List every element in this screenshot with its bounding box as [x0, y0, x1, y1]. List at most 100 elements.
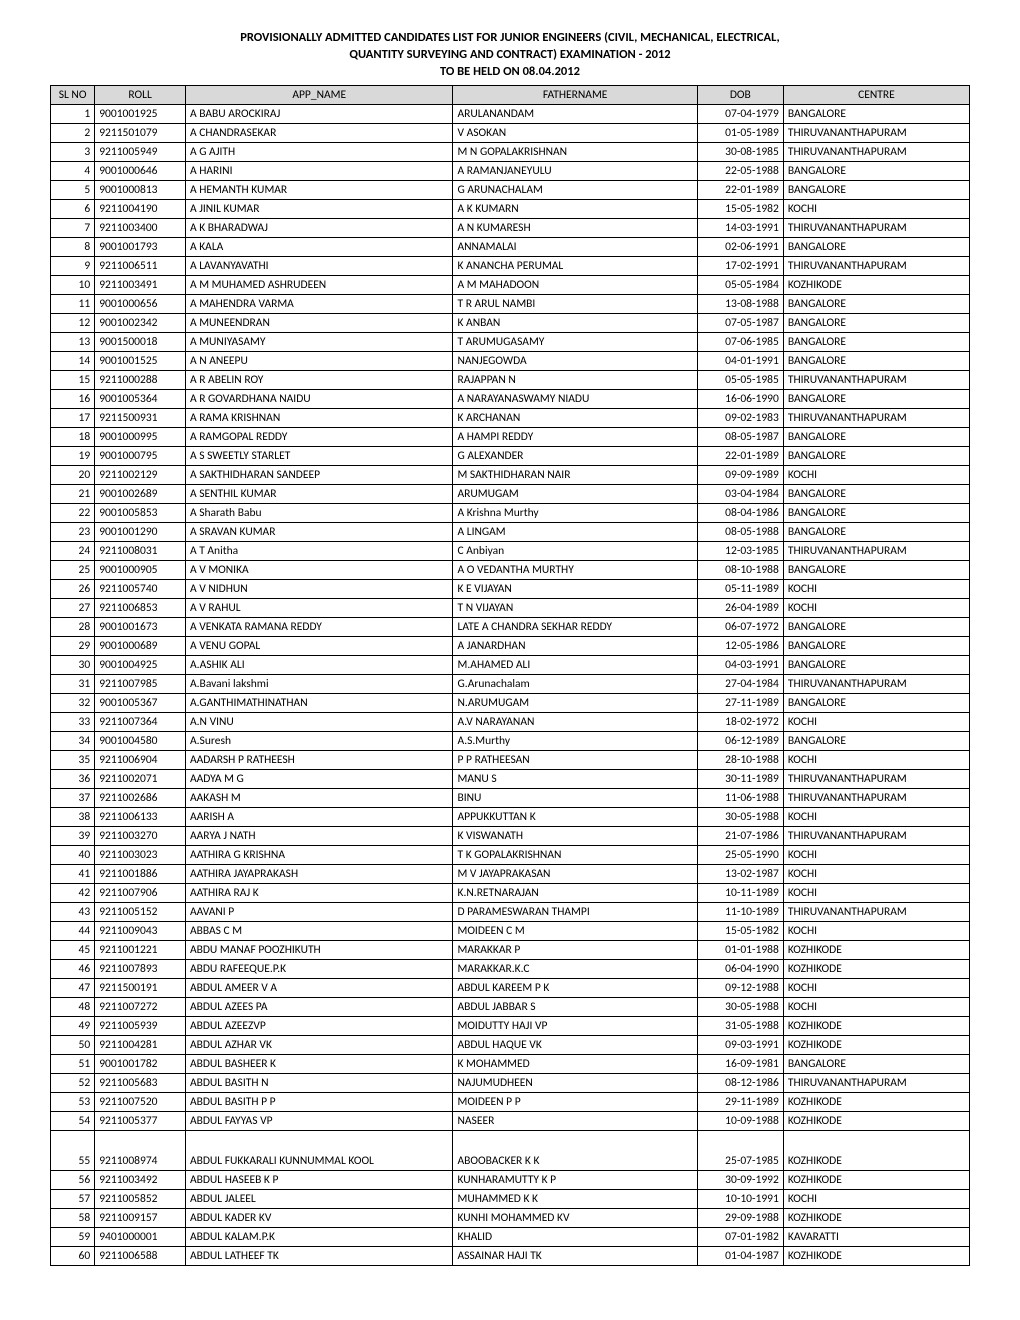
cell-roll: 9211004281 — [95, 1035, 186, 1054]
header-slno: SL NO — [51, 85, 95, 104]
cell-fathername: MOIDEEN C M — [453, 921, 697, 940]
table-row: 599401000001ABDUL KALAM.P.KKHALID07-01-1… — [51, 1227, 970, 1246]
cell-roll: 9211007272 — [95, 997, 186, 1016]
table-row: 269211005740A V NIDHUNK E VIJAYAN05-11-1… — [51, 579, 970, 598]
cell-fathername: A Krishna Murthy — [453, 503, 697, 522]
cell-dob: 07-06-1985 — [697, 332, 783, 351]
table-row: 59001000813A HEMANTH KUMARG ARUNACHALAM2… — [51, 180, 970, 199]
header-roll: ROLL — [95, 85, 186, 104]
cell-roll: 9211004190 — [95, 199, 186, 218]
cell-centre: KOZHIKODE — [783, 1016, 969, 1035]
cell-roll: 9211008031 — [95, 541, 186, 560]
cell-fathername: KUNHI MOHAMMED KV — [453, 1208, 697, 1227]
cell-roll: 9211500191 — [95, 978, 186, 997]
cell-centre: BANGALORE — [783, 104, 969, 123]
table-row: 309001004925A.ASHIK ALIM.AHAMED ALI04-03… — [51, 655, 970, 674]
cell-centre: BANGALORE — [783, 522, 969, 541]
cell-fathername: M V JAYAPRAKASAN — [453, 864, 697, 883]
cell-slno: 29 — [51, 636, 95, 655]
cell-centre: KOCHI — [783, 465, 969, 484]
table-row: 139001500018A MUNIYASAMYT ARUMUGASAMY07-… — [51, 332, 970, 351]
document-title: PROVISIONALLY ADMITTED CANDIDATES LIST F… — [50, 30, 970, 81]
cell-centre: KOZHIKODE — [783, 275, 969, 294]
cell-app-name: A S SWEETLY STARLET — [185, 446, 453, 465]
cell-dob: 10-10-1991 — [697, 1189, 783, 1208]
cell-slno: 18 — [51, 427, 95, 446]
cell-roll: 9211007893 — [95, 959, 186, 978]
cell-roll: 9211501079 — [95, 123, 186, 142]
cell-app-name: ABDUL HASEEB K P — [185, 1170, 453, 1189]
table-row: 39211005949A G AJITHM N GOPALAKRISHNAN30… — [51, 142, 970, 161]
cell-centre: BANGALORE — [783, 693, 969, 712]
cell-roll: 9211002129 — [95, 465, 186, 484]
cell-dob: 29-11-1989 — [697, 1092, 783, 1111]
cell-slno: 47 — [51, 978, 95, 997]
cell-app-name: A LAVANYAVATHI — [185, 256, 453, 275]
cell-dob: 10-11-1989 — [697, 883, 783, 902]
cell-slno: 14 — [51, 351, 95, 370]
cell-dob: 09-09-1989 — [697, 465, 783, 484]
cell-dob: 06-12-1989 — [697, 731, 783, 750]
cell-fathername: K ANANCHA PERUMAL — [453, 256, 697, 275]
cell-dob: 15-05-1982 — [697, 921, 783, 940]
cell-fathername: ANNAMALAI — [453, 237, 697, 256]
cell-centre: KOCHI — [783, 978, 969, 997]
table-row: 449211009043ABBAS C MMOIDEEN C M15-05-19… — [51, 921, 970, 940]
cell-fathername: ARUMUGAM — [453, 484, 697, 503]
cell-app-name: A T Anitha — [185, 541, 453, 560]
cell-centre: KAVARATTI — [783, 1227, 969, 1246]
cell-roll: 9001001673 — [95, 617, 186, 636]
table-row: 19001001925A BABU AROCKIRAJARULANANDAM07… — [51, 104, 970, 123]
table-row: 349001004580A.SureshA.S.Murthy06-12-1989… — [51, 731, 970, 750]
cell-fathername: KHALID — [453, 1227, 697, 1246]
cell-fathername: K ARCHANAN — [453, 408, 697, 427]
cell-roll: 9211002071 — [95, 769, 186, 788]
cell-centre: BANGALORE — [783, 655, 969, 674]
cell-fathername: ABDUL HAQUE VK — [453, 1035, 697, 1054]
cell-slno: 20 — [51, 465, 95, 484]
cell-roll: 9401000001 — [95, 1227, 186, 1246]
cell-app-name: AATHIRA JAYAPRAKASH — [185, 864, 453, 883]
cell-slno: 40 — [51, 845, 95, 864]
cell-dob: 07-01-1982 — [697, 1227, 783, 1246]
cell-dob: 05-05-1984 — [697, 275, 783, 294]
cell-roll: 9001004580 — [95, 731, 186, 750]
cell-centre: KOZHIKODE — [783, 959, 969, 978]
cell-roll: 9001005853 — [95, 503, 186, 522]
cell-dob: 08-12-1986 — [697, 1073, 783, 1092]
cell-roll: 9001000656 — [95, 294, 186, 313]
cell-roll: 9211007364 — [95, 712, 186, 731]
table-row: 79211003400A K BHARADWAJA N KUMARESH14-0… — [51, 218, 970, 237]
cell-fathername: V ASOKAN — [453, 123, 697, 142]
cell-app-name: AAVANI P — [185, 902, 453, 921]
cell-slno: 52 — [51, 1073, 95, 1092]
cell-slno: 34 — [51, 731, 95, 750]
cell-fathername: K.N.RETNARAJAN — [453, 883, 697, 902]
cell-slno: 5 — [51, 180, 95, 199]
cell-fathername: MUHAMMED K K — [453, 1189, 697, 1208]
cell-slno: 21 — [51, 484, 95, 503]
cell-roll: 9001000795 — [95, 446, 186, 465]
table-row: 109211003491A M MUHAMED ASHRUDEENA M MAH… — [51, 275, 970, 294]
cell-roll: 9211000288 — [95, 370, 186, 389]
cell-roll: 9001001782 — [95, 1054, 186, 1073]
cell-centre: KOCHI — [783, 864, 969, 883]
cell-centre: BANGALORE — [783, 161, 969, 180]
cell-app-name: ABDUL AZEEZVP — [185, 1016, 453, 1035]
cell-dob: 30-05-1988 — [697, 807, 783, 826]
cell-roll: 9001005364 — [95, 389, 186, 408]
cell-fathername: K ANBAN — [453, 313, 697, 332]
cell-fathername: A M MAHADOON — [453, 275, 697, 294]
cell-dob: 05-05-1985 — [697, 370, 783, 389]
cell-roll: 9211005152 — [95, 902, 186, 921]
cell-dob: 04-03-1991 — [697, 655, 783, 674]
cell-dob: 27-04-1984 — [697, 674, 783, 693]
cell-centre: BANGALORE — [783, 617, 969, 636]
cell-centre: KOCHI — [783, 997, 969, 1016]
table-row: 99211006511A LAVANYAVATHIK ANANCHA PERUM… — [51, 256, 970, 275]
cell-app-name: ABDUL KALAM.P.K — [185, 1227, 453, 1246]
header-centre: CENTRE — [783, 85, 969, 104]
cell-slno: 41 — [51, 864, 95, 883]
cell-fathername: MARAKKAR.K.C — [453, 959, 697, 978]
cell-app-name: A HARINI — [185, 161, 453, 180]
